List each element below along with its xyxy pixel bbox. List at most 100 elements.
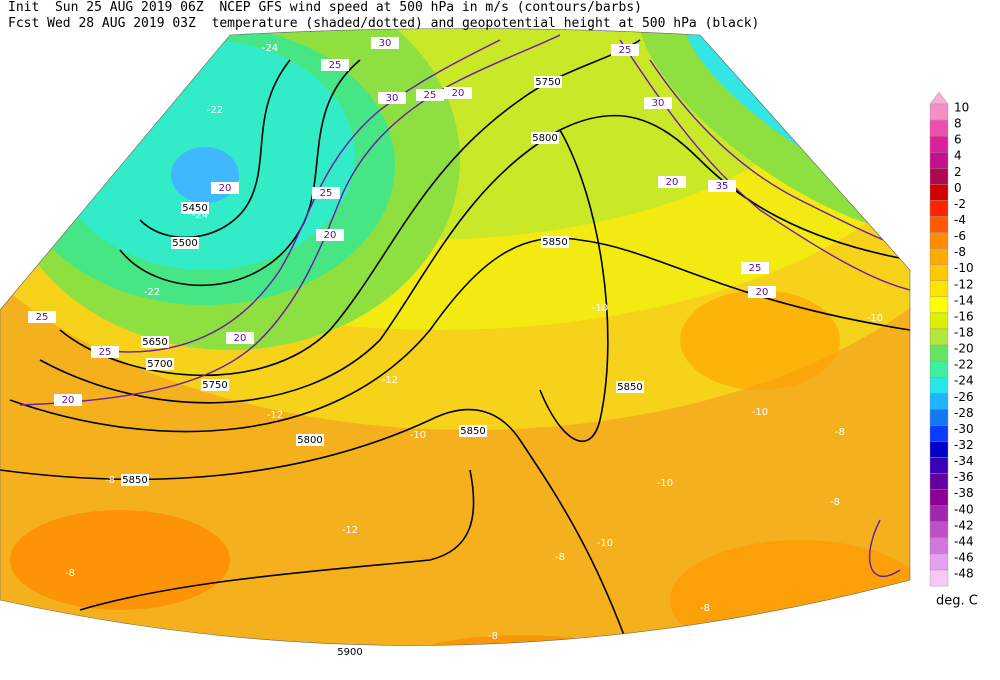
colorbar-swatch <box>929 393 949 410</box>
wind-label-box <box>316 229 344 241</box>
colorbar-label: -20 <box>954 342 974 356</box>
wind-label-box <box>444 87 472 99</box>
colorbar-label: 2 <box>954 165 962 179</box>
colorbar-swatch <box>929 360 949 378</box>
colorbar-label: -26 <box>954 390 974 404</box>
temperature-label: -8 <box>830 497 840 508</box>
temperature-label: -8 <box>488 631 498 642</box>
temperature-label: -12 <box>342 525 358 536</box>
colorbar-swatch <box>929 216 949 233</box>
colorbar-label: -28 <box>954 406 974 420</box>
height-label-box <box>459 425 487 437</box>
height-label: 5800 <box>532 133 557 144</box>
colorbar-unit: deg. C <box>936 594 978 609</box>
colorbar-swatch <box>929 473 949 490</box>
colorbar-swatch <box>929 264 949 281</box>
height-label: 5750 <box>535 77 560 88</box>
wind-label-box <box>416 89 444 101</box>
colorbar-swatch <box>929 569 949 587</box>
height-label: 5850 <box>617 382 642 393</box>
temperature-label: -22 <box>207 105 223 116</box>
colorbar-label: -14 <box>954 293 974 307</box>
wind-label-box <box>91 346 119 358</box>
colorbar-label: -48 <box>954 567 974 581</box>
colorbar-label: 4 <box>954 149 962 163</box>
colorbar-swatch <box>929 184 949 201</box>
colorbar-swatch <box>929 441 949 458</box>
colorbar-label: -32 <box>954 438 974 452</box>
colorbar-swatch <box>929 521 949 539</box>
height-label-box <box>531 132 559 144</box>
wind-label-box <box>658 176 686 188</box>
colorbar-swatch <box>929 200 949 217</box>
colorbar-swatch <box>929 505 949 523</box>
colorbar-swatch <box>929 296 949 314</box>
colorbar-label: -36 <box>954 470 974 484</box>
header-line: Init Sun 25 AUG 2019 06Z NCEP GFS wind s… <box>8 0 642 15</box>
temperature-label: -22 <box>144 287 160 298</box>
wind-label: 25 <box>619 45 632 56</box>
colorbar-label: -12 <box>954 277 974 291</box>
wind-label-box <box>312 187 340 199</box>
wind-label: 20 <box>666 177 679 188</box>
wind-label-box <box>644 97 672 109</box>
colorbar-swatch <box>929 328 949 346</box>
height-label: 5850 <box>460 426 485 437</box>
colorbar-swatch <box>929 168 949 185</box>
wind-label-box <box>321 59 349 71</box>
wind-label: 35 <box>716 181 729 192</box>
height-label: 5900 <box>337 647 362 658</box>
temperature-label: -8 <box>700 603 710 614</box>
wind-label: 20 <box>234 333 247 344</box>
wind-label: 20 <box>62 395 75 406</box>
temperature-label: -8 <box>555 552 565 563</box>
colorbar-swatch <box>929 232 949 249</box>
colorbar-label: -10 <box>954 261 974 275</box>
temperature-label: -8 <box>835 427 845 438</box>
height-label-box <box>296 434 324 446</box>
wind-label: 25 <box>36 312 49 323</box>
wind-label-box <box>741 262 769 274</box>
colorbar-label: 6 <box>954 133 962 147</box>
height-label-box <box>171 237 199 249</box>
wind-label: 20 <box>219 183 232 194</box>
colorbar-label: -6 <box>954 229 966 243</box>
colorbar-swatch <box>929 135 949 153</box>
colorbar-swatch <box>929 280 949 298</box>
wind-label: 20 <box>452 88 465 99</box>
colorbar-swatch <box>929 312 949 330</box>
colorbar-swatch <box>929 103 949 121</box>
colorbar-label: -2 <box>954 197 966 211</box>
temperature-label: -24 <box>192 210 208 221</box>
colorbar-arrow <box>929 91 949 105</box>
height-label: 5850 <box>122 475 147 486</box>
colorbar-swatch <box>929 489 949 506</box>
colorbar-swatch <box>929 119 949 137</box>
header-line: Fcst Wed 28 AUG 2019 03Z temperature (sh… <box>8 16 760 31</box>
temperature-label: -10 <box>597 538 613 549</box>
colorbar-label: -34 <box>954 454 974 468</box>
temperature-label: -10 <box>867 313 883 324</box>
colorbar-label: -18 <box>954 325 974 339</box>
height-label: 5650 <box>142 337 167 348</box>
wind-label: 30 <box>379 38 392 49</box>
height-label-box <box>146 358 174 370</box>
wind-label: 25 <box>749 263 762 274</box>
temperature-label: -24 <box>262 43 278 54</box>
temperature-label: -10 <box>592 303 608 314</box>
height-label: 5750 <box>202 380 227 391</box>
temperature-label: -10 <box>657 478 673 489</box>
wind-label-box <box>54 394 82 406</box>
height-label-box <box>201 379 229 391</box>
wind-label: 20 <box>324 230 337 241</box>
colorbar-label: -16 <box>954 309 974 323</box>
temperature-label: -8 <box>105 475 115 486</box>
wind-label: 30 <box>652 98 665 109</box>
height-label-box <box>541 236 569 248</box>
wind-label: 25 <box>424 90 437 101</box>
height-label-box <box>141 336 169 348</box>
wind-label: 25 <box>320 188 333 199</box>
colorbar-label: -46 <box>954 550 974 564</box>
